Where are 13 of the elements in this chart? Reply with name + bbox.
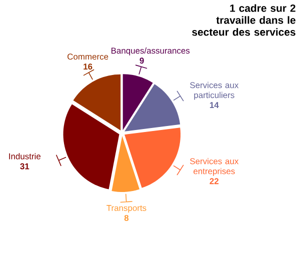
data-label: 8 — [124, 214, 129, 221]
slice-label: Banques/assurances — [112, 47, 190, 56]
data-label: 31 — [20, 163, 30, 170]
slice-label: Transports — [106, 205, 146, 213]
chart-title: 1 cadre sur 2 travaille dans le secteur des services — [192, 4, 296, 36]
slice-label: Services aux particuliers — [190, 82, 239, 100]
data-label: 14 — [210, 102, 219, 108]
data-label: 9 — [140, 58, 144, 64]
data-label: 22 — [210, 178, 219, 184]
slice-label: Industrie — [9, 153, 40, 160]
data-label: 16 — [84, 64, 92, 70]
legend-label: Services aux entreprises — [190, 158, 239, 176]
slice-label: Commerce — [68, 54, 108, 60]
